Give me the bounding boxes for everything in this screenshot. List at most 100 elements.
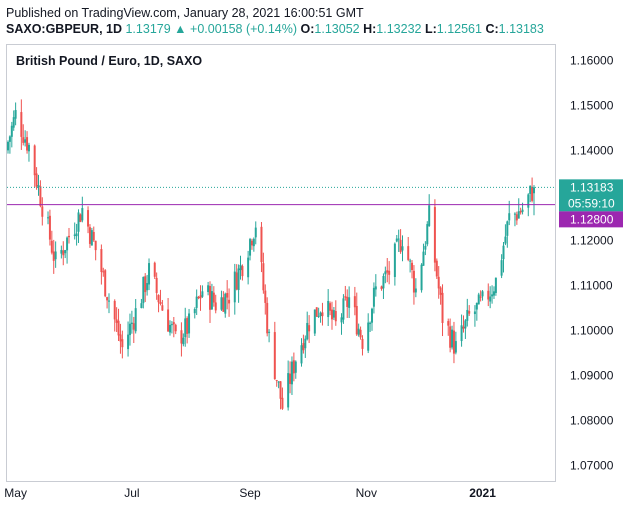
- candle-body: [262, 263, 265, 291]
- candle-body: [433, 207, 436, 263]
- candle-body: [64, 250, 67, 254]
- candle-body: [260, 226, 263, 263]
- candle-body: [41, 206, 44, 217]
- candle-body: [62, 250, 65, 256]
- candle-body: [477, 294, 480, 305]
- candle-body: [290, 361, 293, 385]
- candle-body: [54, 251, 57, 260]
- change-arrow-icon: ▲: [174, 22, 187, 36]
- candle-body: [382, 276, 385, 289]
- candle-body: [140, 303, 143, 309]
- candle-body: [108, 300, 111, 302]
- candle-body: [464, 320, 467, 329]
- candle-body: [247, 257, 250, 278]
- candle-body: [8, 136, 11, 142]
- candle-body: [281, 397, 284, 409]
- candle-body: [300, 345, 303, 364]
- y-tick-label: 1.08000: [570, 413, 614, 427]
- candle-body: [329, 303, 332, 311]
- candle-body: [302, 343, 305, 351]
- candle-body: [500, 260, 503, 276]
- candle-body: [372, 287, 375, 307]
- candle-body: [79, 214, 82, 222]
- candle-body: [359, 329, 362, 338]
- candle-body: [161, 305, 164, 311]
- candle-body: [327, 300, 330, 318]
- candle-body: [37, 185, 40, 188]
- candle-body: [439, 287, 442, 295]
- candle-body: [289, 373, 292, 384]
- candle-body: [113, 300, 116, 320]
- candle-body: [26, 137, 29, 151]
- candle-body: [334, 311, 337, 322]
- candle-body: [92, 231, 95, 241]
- candle-body: [332, 310, 335, 318]
- candle-body: [397, 238, 400, 240]
- candle-body: [134, 308, 137, 332]
- y-tick-label: 1.10000: [570, 323, 614, 337]
- open-value: 1.13052: [314, 22, 360, 36]
- candle-body: [117, 320, 120, 336]
- candle-body: [199, 295, 202, 299]
- candle-body: [479, 296, 482, 298]
- open-label: O:: [300, 22, 315, 36]
- candle-body: [24, 139, 27, 143]
- candle-body: [506, 221, 509, 236]
- candle-body: [502, 245, 505, 260]
- x-tick-label: May: [4, 486, 27, 500]
- candle-body: [94, 240, 97, 251]
- candle-body: [87, 210, 90, 227]
- candle-body: [241, 266, 244, 277]
- candle-body: [48, 215, 51, 240]
- candle-body: [361, 338, 364, 349]
- candle-body: [475, 302, 478, 310]
- x-tick-label: Sep: [239, 486, 261, 500]
- ohlc-line: SAXO:GBPEUR, 1D 1.13179 ▲ +0.00158 (+0.1…: [6, 22, 544, 36]
- candle-body: [414, 288, 417, 293]
- candle-body: [527, 194, 530, 208]
- candle-body: [170, 324, 173, 326]
- published-line: Published on TradingView.com, January 28…: [6, 6, 364, 20]
- candle-body: [321, 312, 324, 317]
- candle-body: [279, 381, 282, 399]
- candle-body: [180, 330, 183, 344]
- candle-body: [399, 239, 402, 253]
- y-tick-label: 1.07000: [570, 458, 614, 472]
- candle-body: [214, 302, 217, 311]
- chart-frame[interactable]: [6, 44, 556, 482]
- candle-body: [75, 233, 78, 237]
- candle-body: [462, 326, 465, 329]
- candle-body: [292, 360, 295, 374]
- candle-body: [454, 341, 457, 353]
- candle-body: [106, 297, 109, 301]
- candle-body: [287, 373, 290, 408]
- candle-body: [174, 324, 177, 332]
- candle-body: [264, 290, 267, 303]
- symbol-label[interactable]: SAXO:GBPEUR, 1D: [6, 22, 122, 36]
- y-tick-label: 1.14000: [570, 144, 614, 158]
- candle-body: [100, 249, 103, 273]
- candle-body: [317, 315, 320, 317]
- candle-body: [14, 110, 17, 119]
- candle-body: [115, 319, 118, 323]
- candle-body: [380, 286, 383, 290]
- candle-body: [491, 294, 494, 297]
- candle-body: [35, 173, 38, 187]
- candle-body: [521, 209, 524, 212]
- candle-body: [515, 214, 518, 221]
- candle-body: [52, 251, 55, 261]
- candle-body: [273, 332, 276, 380]
- countdown-label: 05:59:10: [568, 196, 615, 210]
- candle-body: [441, 292, 444, 323]
- high-label: H:: [363, 22, 377, 36]
- current-price-badge: [559, 179, 623, 212]
- high-value: 1.13232: [376, 22, 422, 36]
- candle-body: [209, 285, 212, 310]
- x-tick-label: 2021: [469, 486, 496, 500]
- low-value: 1.12561: [436, 22, 482, 36]
- candle-body: [193, 308, 196, 314]
- candle-body: [513, 213, 516, 215]
- candle-body: [517, 211, 520, 219]
- candle-body: [277, 381, 280, 383]
